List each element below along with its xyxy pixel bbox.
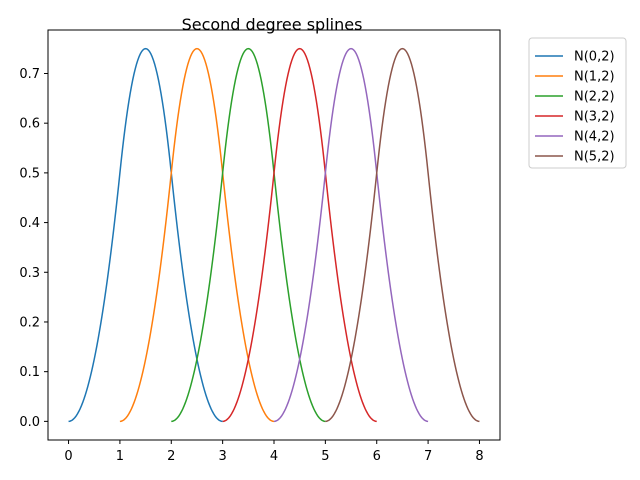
x-tick-label-3: 3 xyxy=(218,449,226,464)
x-tick-label-7: 7 xyxy=(424,449,432,464)
x-axis: 0 1 2 3 4 5 6 7 8 xyxy=(64,440,484,464)
x-tick-label-4: 4 xyxy=(270,449,278,464)
series-line-0 xyxy=(68,47,223,423)
y-tick-label-2: 0.2 xyxy=(19,315,40,330)
x-tick-label-5: 5 xyxy=(321,449,329,464)
legend-label-5: N(5,2) xyxy=(574,150,615,165)
legend-label-2: N(2,2) xyxy=(574,90,615,105)
y-axis: 0.0 0.1 0.2 0.3 0.4 0.5 0.6 0.7 xyxy=(19,67,48,430)
legend-label-1: N(1,2) xyxy=(574,70,615,85)
series-line-1 xyxy=(119,47,275,423)
y-tick-label-3: 0.3 xyxy=(19,266,40,281)
y-tick-label-4: 0.4 xyxy=(19,216,40,231)
x-tick-label-8: 8 xyxy=(475,449,483,464)
axes-frame xyxy=(47,29,501,441)
x-tick-label-0: 0 xyxy=(64,449,72,464)
plot-lines xyxy=(68,47,480,423)
y-tick-label-6: 0.6 xyxy=(19,117,40,132)
y-tick-label-7: 0.7 xyxy=(19,67,40,82)
chart-title: Second degree splines xyxy=(182,15,363,34)
series-line-5 xyxy=(325,47,480,423)
legend: N(0,2) N(1,2) N(2,2) N(3,2) N(4,2) N(5,2) xyxy=(528,37,627,169)
y-tick-label-1: 0.1 xyxy=(19,365,40,380)
y-tick-label-5: 0.5 xyxy=(19,166,40,181)
legend-label-4: N(4,2) xyxy=(574,130,615,145)
x-tick-label-1: 1 xyxy=(116,449,124,464)
x-tick-label-2: 2 xyxy=(167,449,175,464)
series-line-3 xyxy=(222,47,377,423)
x-tick-label-6: 6 xyxy=(373,449,381,464)
legend-label-0: N(0,2) xyxy=(574,50,615,65)
y-tick-label-0: 0.0 xyxy=(19,415,40,430)
series-line-4 xyxy=(273,47,429,423)
legend-label-3: N(3,2) xyxy=(574,110,615,125)
series-line-2 xyxy=(171,47,326,423)
